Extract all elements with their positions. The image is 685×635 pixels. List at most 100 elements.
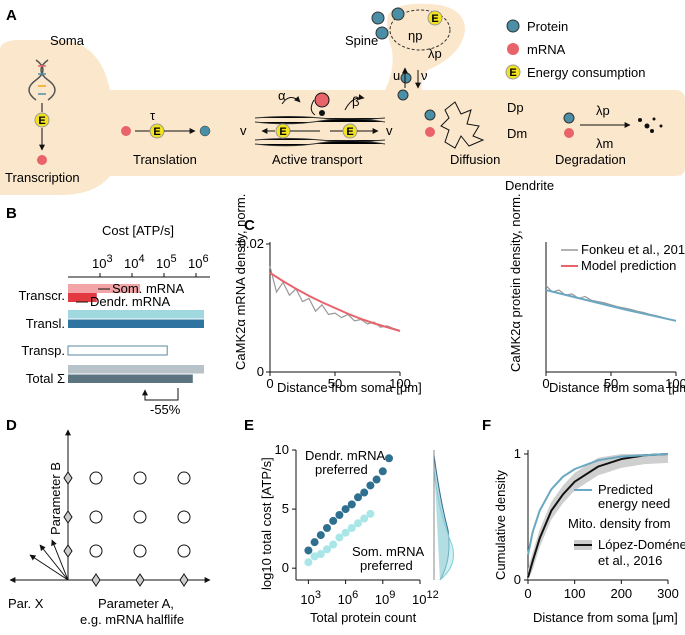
b-bar-dendr (68, 374, 193, 383)
e-point-dendr (372, 475, 381, 484)
c-ytick: 0.02 (239, 236, 264, 251)
degradation-label: Degradation (555, 152, 626, 167)
f-ytick: 0 (514, 572, 521, 587)
svg-text:E: E (279, 126, 286, 138)
legend-energy: Energy consumption (527, 65, 646, 80)
velocity-right: v (386, 123, 393, 138)
b-axis-title: Cost [ATP/s] (102, 223, 174, 238)
b-tick-label: 106 (188, 253, 209, 271)
b-bar-som (68, 365, 204, 374)
f-legend2-1: Mito. density from (568, 516, 671, 531)
b-row-total: Total Σ (26, 371, 65, 386)
e-point-dendr (310, 538, 319, 547)
svg-text:E: E (509, 67, 516, 79)
beta-symbol: β (352, 94, 359, 109)
f-xtick: 300 (657, 586, 679, 601)
b-row-transl: Transl. (26, 316, 65, 331)
c-left-data-line (269, 266, 401, 331)
c-xtick: 0 (542, 376, 549, 391)
e-point-som (354, 519, 362, 528)
f-xtick: 200 (610, 586, 632, 601)
mrna-legend-icon (507, 43, 519, 55)
b-bar-dendr (67, 345, 168, 356)
b-bar-dendr (68, 319, 204, 328)
e-ann-dendr-2: preferred (315, 462, 368, 477)
f-legend1-1: Predicted (598, 482, 653, 497)
d-xlabel-1: Parameter A, (98, 596, 174, 611)
e-point-som (316, 550, 325, 558)
dna-helix-icon (28, 59, 56, 101)
c-left-model-line (269, 271, 401, 332)
nu-symbol: ν (421, 68, 428, 83)
spine-proteins: E (371, 7, 451, 51)
energy-icon: E (34, 112, 50, 128)
kde-som (433, 469, 454, 581)
e-xtick: 109 (375, 589, 396, 607)
e-xtick: 103 (300, 589, 321, 607)
e-point-dendr (316, 531, 325, 540)
c-xtick: 100 (389, 376, 411, 391)
legend-protein: Protein (527, 19, 568, 34)
alpha-symbol: α (278, 88, 286, 103)
e-point-som (341, 528, 350, 537)
debris-icon (638, 117, 663, 133)
svg-text:E: E (431, 13, 438, 25)
panel-c: C 0 50 100 0 0.02 Distance from soma [μm] Ca… (233, 193, 685, 395)
e-point-dendr (385, 454, 393, 463)
e-ann-dendr-1: Dendr. mRNA (305, 448, 386, 463)
b-legend-som: Som. mRNA (112, 281, 185, 296)
cell-shape (0, 3, 685, 195)
f-xtick: 100 (564, 586, 586, 601)
e-point-dendr (354, 493, 362, 502)
panel-a: A Soma Spine Dendrite E Transcription E (0, 3, 685, 195)
panel-c-label: C (244, 217, 255, 234)
f-legend1-2: energy need (598, 496, 670, 511)
f-band (528, 454, 668, 580)
energy-icon: E (149, 123, 165, 139)
panel-a-label: A (6, 7, 17, 24)
lambda-p-symbol: λp (596, 103, 610, 118)
svg-text:E: E (38, 115, 45, 127)
e-ytick: 0 (282, 560, 289, 575)
energy-icon: E (275, 123, 291, 139)
protein-dot-icon (397, 89, 409, 101)
e-point-dendr (378, 467, 387, 476)
c-legend-data: Fonkeu et al., 2019 (581, 242, 685, 257)
e-point-som (323, 545, 331, 554)
c-xtick: 0 (266, 376, 273, 391)
soma-label: Soma (50, 33, 85, 48)
e-point-som (335, 533, 344, 542)
f-ylabel: Cumulative density (493, 470, 508, 580)
microtubule (254, 116, 386, 147)
e-point-som (347, 524, 356, 532)
e-ytick: 10 (275, 442, 289, 457)
d-ylabel: Parameter B (48, 462, 63, 535)
protein-dot-icon (563, 112, 575, 124)
b-annotation: -55% (150, 402, 181, 417)
dendrite-label: Dendrite (505, 178, 554, 193)
grid-diamonds (63, 471, 189, 587)
d-left-label: Par. X (8, 596, 44, 611)
c-xtick: 100 (665, 376, 685, 391)
transcription-label: Transcription (5, 170, 80, 185)
spine-label: Spine (345, 33, 378, 48)
e-xtick: 1012 (412, 589, 439, 607)
e-point-dendr (304, 546, 313, 555)
e-ylabel: log10 total cost [ATP/s] (259, 457, 274, 590)
b-bar-som (68, 310, 204, 319)
legend-mrna: mRNA (527, 42, 566, 57)
b-legend-dendr: Dendr. mRNA (90, 294, 171, 309)
mrna-dot-icon (37, 155, 47, 165)
motor-protein-icon (310, 92, 330, 116)
b-row-transp: Transp. (21, 343, 65, 358)
diffusion-label: Diffusion (450, 152, 500, 167)
e-point-som (310, 552, 319, 561)
f-ytick: 1 (514, 446, 521, 461)
e-ann-som-2: preferred (360, 558, 413, 573)
svg-text:E: E (346, 126, 353, 138)
u-symbol: u (393, 68, 400, 83)
f-xlabel: Distance from soma [μm] (533, 610, 678, 625)
c-right-ylabel: CaMK2α protein density, norm. (508, 193, 523, 372)
e-xlabel: Total protein count (310, 610, 417, 625)
c-legend-model: Model prediction (581, 258, 676, 273)
